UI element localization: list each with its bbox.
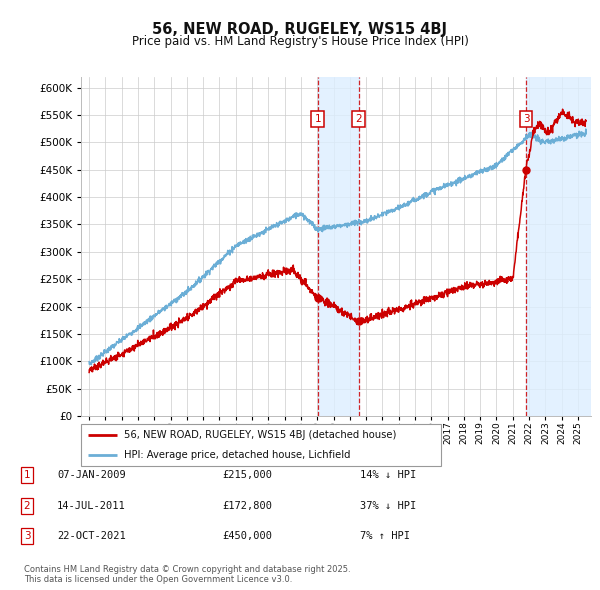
Text: 14-JUL-2011: 14-JUL-2011 (57, 501, 126, 510)
Text: 1: 1 (23, 470, 31, 480)
Text: £215,000: £215,000 (222, 470, 272, 480)
Text: 3: 3 (23, 532, 31, 541)
Text: 07-JAN-2009: 07-JAN-2009 (57, 470, 126, 480)
Bar (318, 77, 359, 416)
FancyBboxPatch shape (81, 424, 441, 466)
Text: 37% ↓ HPI: 37% ↓ HPI (360, 501, 416, 510)
Text: 3: 3 (523, 114, 529, 124)
Text: £450,000: £450,000 (222, 532, 272, 541)
Text: 56, NEW ROAD, RUGELEY, WS15 4BJ (detached house): 56, NEW ROAD, RUGELEY, WS15 4BJ (detache… (124, 430, 397, 440)
Text: 22-OCT-2021: 22-OCT-2021 (57, 532, 126, 541)
Text: HPI: Average price, detached house, Lichfield: HPI: Average price, detached house, Lich… (124, 450, 350, 460)
Bar (526, 77, 591, 416)
Text: 2: 2 (355, 114, 362, 124)
Text: 7% ↑ HPI: 7% ↑ HPI (360, 532, 410, 541)
Text: 2: 2 (23, 501, 31, 510)
Text: £172,800: £172,800 (222, 501, 272, 510)
Text: 1: 1 (314, 114, 321, 124)
Text: Price paid vs. HM Land Registry's House Price Index (HPI): Price paid vs. HM Land Registry's House … (131, 35, 469, 48)
Text: Contains HM Land Registry data © Crown copyright and database right 2025.
This d: Contains HM Land Registry data © Crown c… (24, 565, 350, 584)
Text: 14% ↓ HPI: 14% ↓ HPI (360, 470, 416, 480)
Text: 56, NEW ROAD, RUGELEY, WS15 4BJ: 56, NEW ROAD, RUGELEY, WS15 4BJ (152, 22, 448, 37)
